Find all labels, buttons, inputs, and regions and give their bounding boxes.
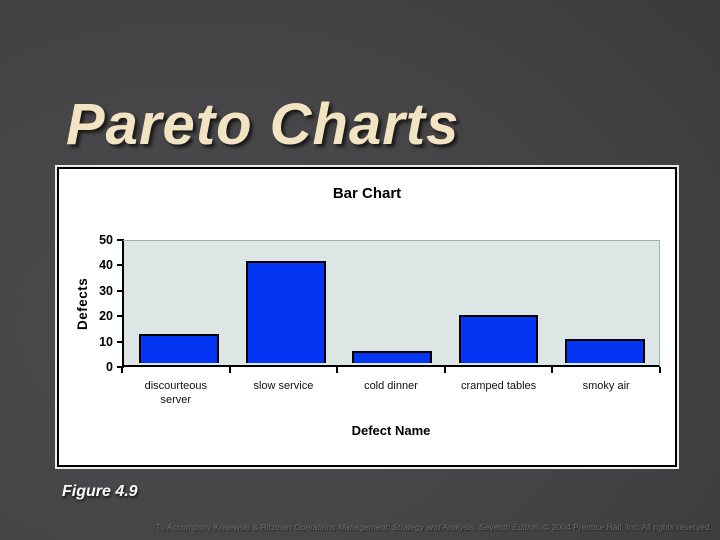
bar-slot <box>552 242 658 363</box>
x-category-label: slow service <box>253 380 314 392</box>
x-category-label: cramped tables <box>460 380 537 392</box>
bars <box>126 242 658 363</box>
x-tick-mark <box>659 367 661 373</box>
bar-cramped-tables <box>458 314 539 363</box>
x-axis-title: Defect Name <box>351 423 431 438</box>
bar-slot <box>445 242 551 363</box>
bar-slot <box>339 242 445 363</box>
x-tick-mark <box>228 367 231 373</box>
bar-cold-dinner <box>352 350 432 363</box>
y-tick-mark <box>117 315 124 318</box>
y-axis: 0 10 20 30 40 50 <box>76 233 124 374</box>
y-tick-label: 10 <box>99 334 113 349</box>
y-tick-mark <box>117 239 124 241</box>
y-tick-label: 0 <box>106 360 113 374</box>
x-category-label: discourteous server <box>144 380 207 407</box>
x-category-label: cold dinner <box>364 380 418 392</box>
plot-area <box>122 240 660 367</box>
x-tick-mark <box>443 367 446 373</box>
x-tick-mark <box>336 367 339 373</box>
copyright-footer: To Accompany Krajewski & Ritzman Operati… <box>156 522 712 532</box>
y-tick-label: 40 <box>99 258 113 273</box>
bar-discourteous-server <box>139 333 220 363</box>
y-tick-mark <box>117 366 124 368</box>
footer-prefix: To Accompany Krajewski & Ritzman <box>156 522 295 532</box>
chart-title: Bar Chart <box>332 185 402 202</box>
x-ticks <box>121 367 661 373</box>
x-category-label: smoky air <box>582 380 630 392</box>
plot-region: Defects 0 10 20 30 40 50 discourteous server s… <box>75 233 661 438</box>
y-tick-label: 50 <box>99 233 113 247</box>
bar-chart-image: Bar Chart Defects 0 10 20 30 40 50 discourteo… <box>57 167 677 467</box>
y-tick-mark <box>117 264 124 267</box>
bar-smoky-air <box>564 338 645 363</box>
y-tick-label: 30 <box>99 283 113 298</box>
footer-book-title: Operations Management: Strategy and Anal… <box>294 522 541 532</box>
bar-slow-service <box>245 261 326 363</box>
y-tick-mark <box>117 289 124 292</box>
bar-slot <box>126 242 232 363</box>
category-labels: discourteous server slow service cold dinn… <box>122 379 660 408</box>
x-tick-mark <box>121 367 123 373</box>
y-tick-mark <box>117 340 124 343</box>
y-tick-label: 20 <box>99 309 113 324</box>
footer-suffix: © 2004 Prentice Hall, Inc. All rights re… <box>540 522 712 532</box>
bar-slot <box>232 242 338 363</box>
figure-caption: Figure 4.9 <box>62 483 138 500</box>
x-tick-mark <box>551 367 554 373</box>
page-title: Pareto Charts <box>66 91 460 157</box>
